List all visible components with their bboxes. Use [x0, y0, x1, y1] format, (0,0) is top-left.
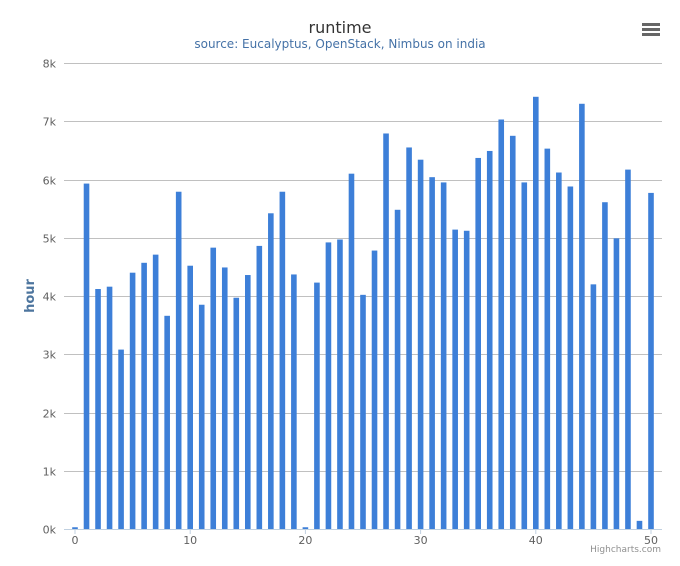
bar-46[interactable]	[602, 202, 608, 529]
bar-31[interactable]	[429, 177, 435, 530]
bar-49[interactable]	[636, 520, 643, 529]
bar-34[interactable]	[463, 230, 470, 529]
y-axis-label: hour	[23, 278, 38, 312]
bar-5[interactable]	[129, 272, 136, 529]
bar-39[interactable]	[521, 182, 528, 529]
bar-38[interactable]	[509, 135, 516, 529]
bar-41[interactable]	[544, 148, 551, 529]
bar-50[interactable]	[648, 192, 654, 529]
y-tick-label: 1k	[43, 466, 57, 479]
credits-link[interactable]: Highcharts.com	[590, 545, 661, 555]
bar-15[interactable]	[245, 275, 251, 529]
bar-1[interactable]	[83, 183, 90, 529]
bar-26[interactable]	[371, 250, 378, 529]
bar-28[interactable]	[394, 209, 401, 530]
bar-18[interactable]	[279, 191, 286, 530]
bar-37[interactable]	[498, 119, 505, 530]
bar-0[interactable]	[72, 527, 78, 529]
x-tick-label: 50	[644, 534, 658, 547]
y-axis-tick-labels: 0k 1k 2k 3k 4k 5k 6k 7k 8k	[43, 58, 57, 537]
bar-20[interactable]	[302, 527, 309, 529]
bar-27[interactable]	[383, 133, 389, 530]
y-tick-label: 8k	[43, 58, 57, 71]
bar-36[interactable]	[486, 150, 493, 529]
bar-29[interactable]	[406, 147, 412, 529]
x-tick-label: 40	[529, 534, 543, 547]
y-tick-label: 5k	[43, 233, 57, 246]
bar-series	[72, 96, 654, 530]
bar-21[interactable]	[314, 282, 320, 529]
bar-13[interactable]	[221, 267, 228, 529]
bar-48[interactable]	[625, 169, 631, 529]
bar-2[interactable]	[95, 289, 101, 529]
bar-3[interactable]	[106, 286, 113, 529]
chart-title: runtime	[308, 18, 371, 37]
bar-30[interactable]	[417, 159, 424, 529]
y-tick-label: 7k	[43, 116, 57, 129]
y-tick-label: 0k	[43, 524, 57, 537]
bar-44[interactable]	[579, 103, 585, 529]
bar-23[interactable]	[337, 239, 343, 530]
x-tick-label: 10	[183, 534, 197, 547]
bar-35[interactable]	[475, 157, 481, 529]
bar-14[interactable]	[233, 297, 240, 529]
bar-40[interactable]	[533, 96, 539, 529]
bar-25[interactable]	[360, 294, 366, 529]
bar-42[interactable]	[556, 172, 562, 529]
x-tick-label: 0	[72, 534, 79, 547]
bar-12[interactable]	[210, 247, 217, 529]
bar-43[interactable]	[567, 186, 574, 530]
bar-24[interactable]	[348, 173, 355, 529]
x-axis-tick-labels: 0 10 20 30 40 50	[72, 529, 658, 547]
bar-6[interactable]	[141, 262, 147, 529]
bar-19[interactable]	[291, 274, 297, 529]
x-tick-label: 20	[298, 534, 312, 547]
bar-33[interactable]	[452, 229, 458, 529]
bar-7[interactable]	[152, 254, 159, 529]
bar-22[interactable]	[325, 242, 332, 529]
bar-11[interactable]	[198, 304, 205, 529]
bar-17[interactable]	[268, 213, 274, 530]
bar-9[interactable]	[175, 191, 182, 530]
bar-47[interactable]	[613, 238, 620, 529]
y-tick-label: 4k	[43, 291, 57, 304]
hamburger-menu-icon[interactable]	[638, 18, 664, 42]
bar-16[interactable]	[256, 245, 263, 529]
chart-subtitle: source: Eucalyptus, OpenStack, Nimbus on…	[194, 37, 485, 51]
bar-8[interactable]	[164, 315, 170, 529]
bar-45[interactable]	[590, 284, 597, 529]
y-tick-label: 3k	[43, 349, 57, 362]
x-tick-label: 30	[414, 534, 428, 547]
bar-32[interactable]	[440, 182, 447, 529]
bar-4[interactable]	[118, 349, 124, 529]
y-tick-label: 6k	[43, 175, 57, 188]
bar-10[interactable]	[187, 265, 193, 529]
y-tick-label: 2k	[43, 408, 57, 421]
